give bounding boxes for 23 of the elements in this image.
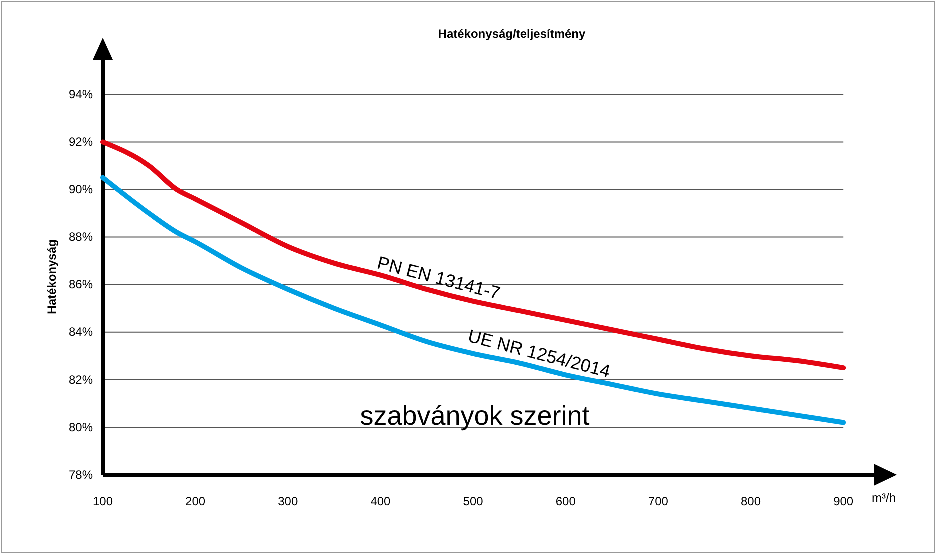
y-axis-title: Hatékonyság <box>45 240 59 314</box>
x-tick-label: 600 <box>556 494 576 509</box>
x-tick-label: 300 <box>278 494 298 509</box>
y-tick-label: 82% <box>68 372 94 387</box>
y-tick-label: 90% <box>68 182 94 197</box>
x-tick-label: 900 <box>834 494 854 509</box>
x-axis-title: m³/h <box>872 491 896 505</box>
x-tick-label: 700 <box>648 494 669 509</box>
y-tick-label: 86% <box>68 278 94 292</box>
x-tick-label: 200 <box>186 494 206 509</box>
x-tick-label: 500 <box>463 494 484 509</box>
chart-title: Hatékonyság/teljesítmény <box>438 27 586 41</box>
y-tick-label: 78% <box>68 468 94 482</box>
x-tick-label: 400 <box>370 494 392 509</box>
y-tick-label: 80% <box>68 420 94 434</box>
y-tick-label: 88% <box>68 230 94 244</box>
y-tick-label: 92% <box>68 135 94 150</box>
x-tick-label: 800 <box>741 494 762 509</box>
y-tick-label: 84% <box>68 325 94 340</box>
text: PN EN 13141-7 <box>375 252 502 304</box>
annotation: szabványok szerint <box>360 401 590 431</box>
y-tick-label: 94% <box>68 87 94 102</box>
x-tick-label: 100 <box>92 494 114 509</box>
